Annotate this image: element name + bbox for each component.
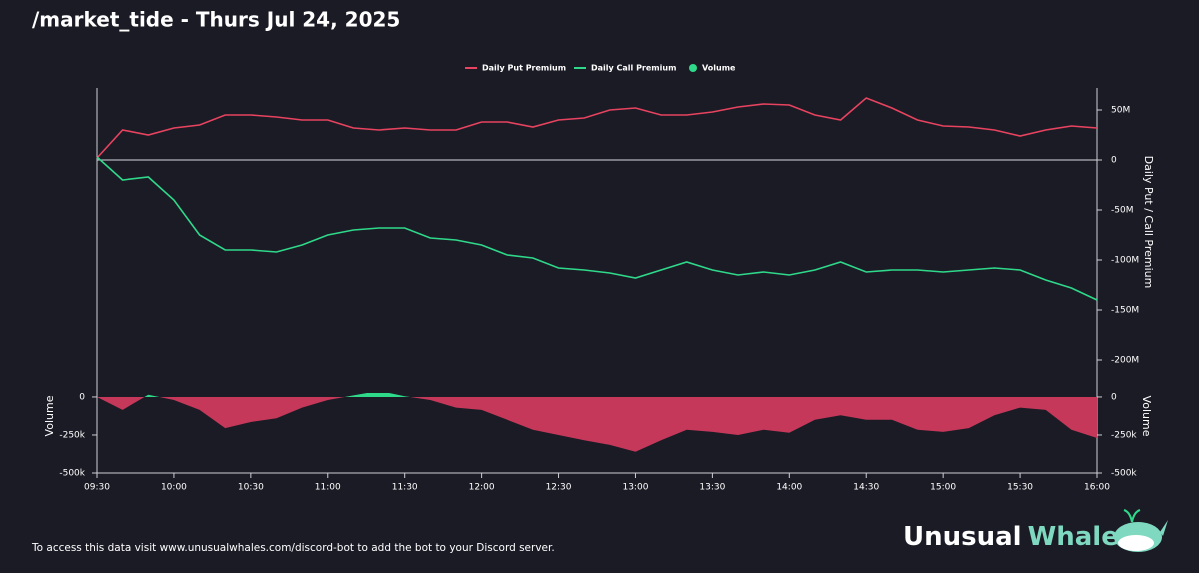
y2-tick-label: 0 (1111, 156, 1117, 166)
x-tick-label: 11:30 (392, 483, 418, 493)
legend-label: Daily Call Premium (591, 64, 676, 73)
y2-tick-label: -100M (1111, 256, 1139, 266)
x-tick-label: 10:00 (161, 483, 187, 493)
series-line (96, 156, 1098, 301)
x-tick-label: 10:30 (238, 483, 264, 493)
y2-tick-label: 50M (1111, 106, 1130, 116)
x-tick-label: 13:00 (622, 483, 648, 493)
y-tick-label: -250k (59, 430, 85, 440)
brand-first: Unusual Whales (903, 522, 1134, 552)
whale-tail (1160, 520, 1168, 536)
series-line (96, 97, 1098, 159)
x-tick-label: 14:30 (853, 483, 879, 493)
title: /market_tide - Thurs Jul 24, 2025 (32, 8, 400, 32)
y-tick-label: -500k (1111, 469, 1137, 479)
legend-label: Volume (702, 64, 736, 73)
y2-tick-label: -50M (1111, 206, 1133, 216)
x-tick-label: 15:30 (1007, 483, 1033, 493)
y-tick-label: -500k (59, 469, 85, 479)
x-tick-label: 09:30 (84, 483, 110, 493)
brand-logo: Unusual Whales (903, 509, 1168, 552)
x-tick-label: 16:00 (1084, 483, 1110, 493)
legend-label: Daily Put Premium (482, 64, 566, 73)
x-tick-label: 12:00 (469, 483, 495, 493)
x-tick-label: 14:00 (776, 483, 802, 493)
y2-tick-label: -150M (1111, 306, 1139, 316)
brand-first-text: Unusual (903, 522, 1022, 552)
area-negative (97, 397, 1097, 452)
y-tick-label: -250k (1111, 430, 1137, 440)
x-tick-label: 13:30 (699, 483, 725, 493)
whale-belly (1118, 535, 1154, 551)
x-tick-label: 15:00 (930, 483, 956, 493)
y2-tick-label: -200M (1111, 356, 1139, 366)
y2-axis-label: Daily Put / Call Premium (1142, 156, 1155, 289)
x-tick-label: 12:30 (546, 483, 572, 493)
y-axis-label: Volume (43, 395, 56, 436)
y-tick-label: 0 (1111, 392, 1117, 402)
x-tick-label: 11:00 (315, 483, 341, 493)
y-tick-label: 0 (79, 392, 85, 402)
whale-spout (1123, 509, 1141, 523)
footer: To access this data visit www.unusualwha… (31, 542, 555, 554)
legend-swatch (689, 64, 697, 72)
y-axis-label: Volume (1140, 396, 1153, 437)
